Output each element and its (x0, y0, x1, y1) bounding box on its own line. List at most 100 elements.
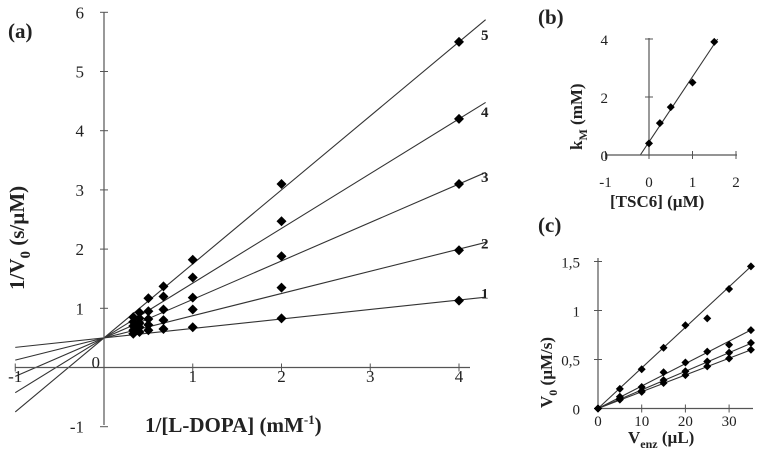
panel-c-point (725, 284, 734, 293)
panel-c-x-tick-label: 0 (594, 414, 602, 430)
panel-c-point (703, 362, 712, 371)
panel-b-x-tick-label: 0 (645, 175, 653, 191)
panel-b-fit-lines (639, 38, 719, 156)
panel-a-x-tick-label: 2 (277, 367, 286, 386)
panel-a-y-tick-label: 5 (76, 63, 85, 82)
panel-b-point (666, 103, 675, 112)
panel-a-point (276, 178, 287, 189)
panel-a-point (143, 319, 154, 330)
panel-a-point (276, 282, 287, 293)
panel-a-y-axis-title: 1/V0 (s/µM) (5, 186, 34, 290)
panel-a-point (276, 313, 287, 324)
panel-b-x-tick-label: 1 (689, 175, 697, 191)
panel-a-point (158, 291, 169, 302)
panel-a-y-tick-label: 2 (76, 240, 85, 259)
panel-a-series-label: 1 (481, 287, 489, 303)
panel-a-y-tick-label: 6 (76, 3, 85, 22)
panel-a-y-tick-label: -1 (70, 418, 84, 437)
panel-c-point (703, 357, 712, 366)
panel-c-point (659, 368, 668, 377)
panel-a-point (187, 304, 198, 315)
panel-c-y-tick-label: 0,5 (561, 354, 580, 370)
panel-a-fit-lines (14, 19, 486, 413)
panel-c-point (659, 379, 668, 388)
panel-a-point (187, 272, 198, 283)
panel-c-y-tick-label: 1 (573, 305, 581, 321)
panel-c-point (659, 343, 668, 352)
panel-a-point (158, 281, 169, 292)
panel-a-point (158, 324, 169, 335)
panel-b-label: (b) (538, 5, 564, 29)
panel-b-fit-line-kM (639, 38, 719, 156)
panel-a-axes: -1 0 1 2 3 4 -1 1 2 3 4 5 6 (8, 3, 470, 437)
panel-a-series-label: 3 (481, 170, 489, 186)
panel-a-series-label: 2 (481, 236, 489, 252)
panel-a-point (187, 254, 198, 265)
panel-b-point (688, 78, 697, 87)
panel-a-point (454, 178, 464, 189)
panel-c-point (681, 371, 690, 380)
panel-b-point (645, 139, 653, 148)
panel-a-point (143, 293, 154, 304)
panel-b-x-axis-title: [TSC6] (µM) (610, 192, 704, 211)
panel-a-series-label: 4 (481, 105, 489, 121)
panel-b-point (710, 37, 719, 46)
panel-b-points (645, 37, 719, 148)
panel-a-x-tick-label: 1 (189, 367, 198, 386)
panel-c-axes: 0 10 20 30 0 0,5 1 1,5 (561, 256, 753, 430)
panel-b-point (655, 119, 664, 128)
panel-c-point (681, 358, 690, 367)
panel-a-point (158, 304, 169, 315)
panel-b-y-tick-label: 2 (601, 91, 609, 107)
panel-a-point (454, 295, 464, 306)
panel-c-fit-line-s2 (597, 329, 752, 409)
panel-a-label: (a) (8, 19, 33, 43)
panel-a-fit-line-4 (14, 101, 486, 394)
panel-a-points (128, 36, 464, 339)
panel-a-point (276, 251, 287, 262)
panel-c-points (594, 262, 755, 413)
panel-c-point (703, 314, 712, 323)
panel-c-y-tick-label: 0 (573, 403, 581, 419)
panel-a-series-labels: 1 2 3 4 5 (481, 28, 489, 303)
panel-c-point (615, 395, 624, 404)
panel-b-x-tick-label: 2 (732, 175, 740, 191)
panel-a-point (143, 306, 154, 317)
panel-a-x-tick-label: 3 (366, 367, 375, 386)
panel-a-x-tick-label: 4 (455, 367, 464, 386)
panel-c-point (725, 340, 734, 349)
panel-a-x-axis-title: 1/[L-DOPA] (mM-1) (145, 412, 322, 437)
panel-c-point (681, 321, 690, 330)
panel-a-point (454, 113, 464, 124)
panel-b-y-tick-label: 4 (601, 33, 609, 49)
panel-a-point (134, 313, 145, 324)
panel-b-axes: -1 0 1 2 0 2 4 (599, 33, 740, 191)
panel-c-point (746, 345, 755, 354)
panel-c-x-tick-label: 30 (722, 414, 737, 430)
panel-a-lineweaver-burk: (a) -1 0 1 2 3 4 -1 1 2 3 4 5 6 1 2 3 4 5 1/[L-DOPA] (mM… (5, 3, 489, 437)
panel-c-label: (c) (538, 213, 561, 237)
panel-a-y-tick-label: 3 (76, 181, 85, 200)
panel-c-x-tick-label: 20 (678, 414, 693, 430)
panel-b-km-plot: (b) -1 0 1 2 0 2 4 [TSC6] (µM) kM (mM) (538, 5, 740, 211)
panel-a-point (187, 322, 198, 333)
panel-a-point (454, 245, 464, 256)
panel-c-point (725, 348, 734, 357)
panel-a-series-label: 5 (481, 28, 489, 44)
panel-c-fit-line-s3 (597, 342, 752, 410)
panel-a-fit-line-3 (15, 171, 486, 377)
panel-c-y-axis-title: V0 (µM/s) (537, 337, 560, 408)
panel-a-point (454, 36, 464, 47)
panel-a-point (158, 315, 169, 326)
panel-c-fit-line-top (597, 266, 752, 409)
panel-c-point (746, 326, 755, 335)
panel-a-point (187, 292, 198, 303)
panel-a-fit-line-5 (14, 19, 486, 413)
panel-c-point (746, 262, 755, 271)
panel-a-fit-line-1 (15, 296, 486, 348)
panel-a-point (276, 216, 287, 227)
panel-a-fit-line-2 (15, 241, 486, 361)
panel-c-point (703, 347, 712, 356)
panel-c-x-tick-label: 10 (634, 414, 649, 430)
